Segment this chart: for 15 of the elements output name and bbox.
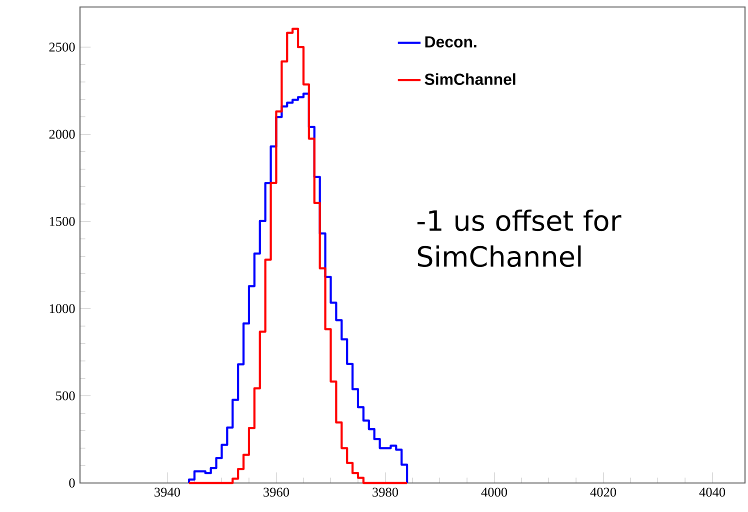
- x-tick-label: 4000: [481, 488, 508, 497]
- legend-label: SimChannel: [424, 73, 516, 85]
- annotation: -1 us offset for SimChannel: [417, 210, 622, 268]
- x-tick-label: 4020: [590, 488, 616, 497]
- y-tick-label: 1500: [50, 216, 75, 226]
- legend-label: Decon.: [425, 36, 476, 48]
- y-tick-label: 2000: [49, 130, 75, 139]
- x-tick-label: 3960: [264, 488, 290, 497]
- y-tick-label: 1000: [50, 304, 75, 314]
- y-tick-label: 0: [69, 478, 75, 488]
- x-tick-label: 3940: [154, 488, 180, 497]
- x-tick-label: 4040: [699, 488, 726, 497]
- y-tick-label: 2500: [49, 42, 75, 52]
- y-tick-label: 500: [56, 391, 75, 400]
- x-tick-label: 3980: [372, 488, 398, 497]
